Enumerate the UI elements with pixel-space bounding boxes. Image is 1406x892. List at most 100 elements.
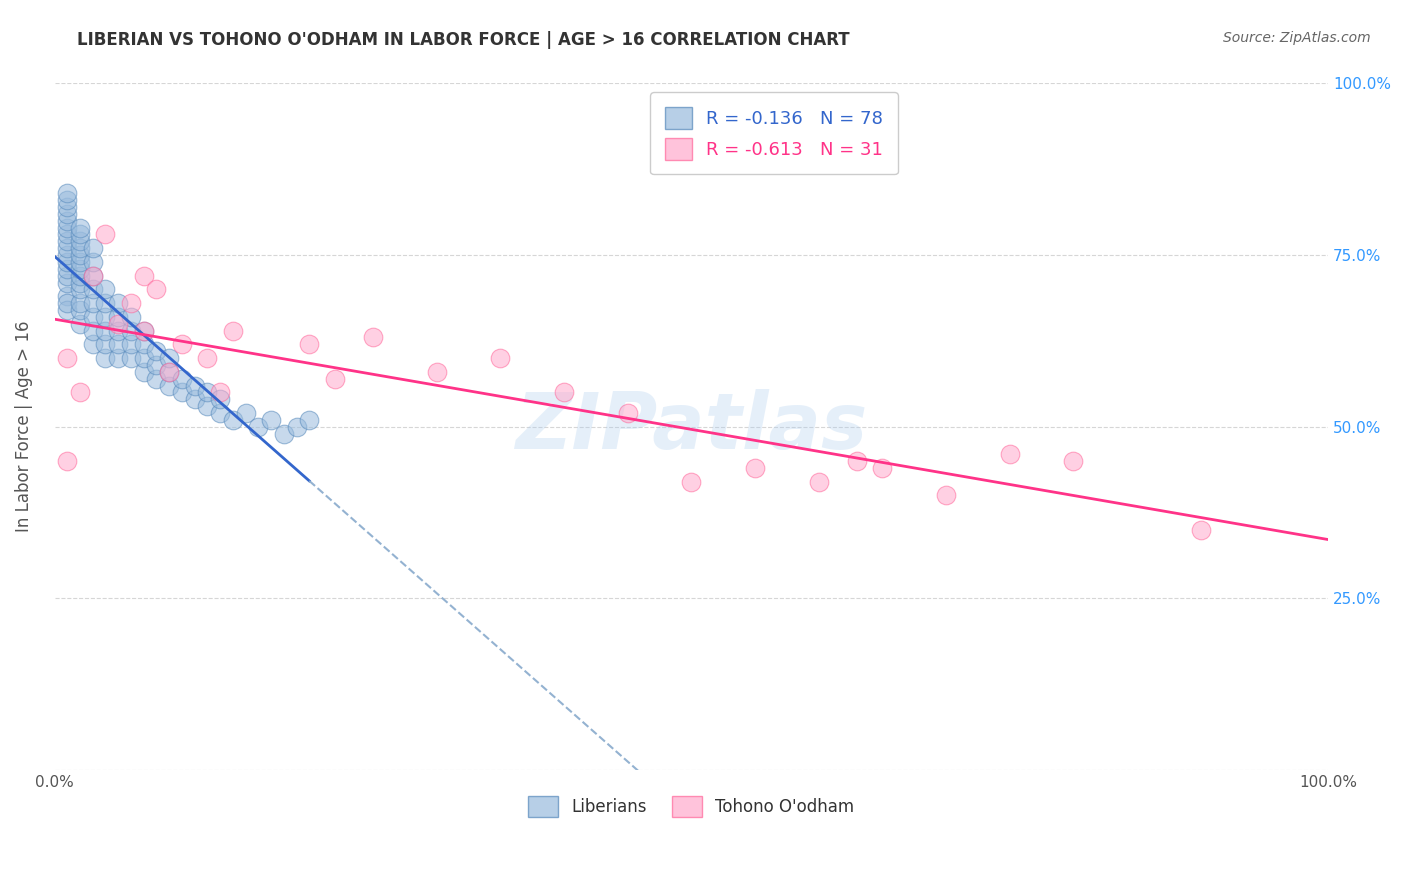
Point [323,372,346,386]
Point [298,337,321,351]
Point [183,392,205,407]
Point [56,276,79,290]
Point [553,385,575,400]
Text: ZIPatlas: ZIPatlas [515,389,868,465]
Point [120,310,142,324]
Point [69,276,91,290]
Point [681,475,703,489]
Point [209,406,232,420]
Point [82,324,104,338]
Point [285,419,308,434]
Point [69,241,91,255]
Point [209,392,232,407]
Point [361,330,384,344]
Point [94,351,117,365]
Point [69,255,91,269]
Point [107,324,129,338]
Point [69,268,91,283]
Point [82,310,104,324]
Point [120,296,142,310]
Point [107,296,129,310]
Y-axis label: In Labor Force | Age > 16: In Labor Force | Age > 16 [15,321,32,533]
Point [56,248,79,262]
Point [298,413,321,427]
Point [426,365,449,379]
Point [145,282,167,296]
Point [145,344,167,359]
Point [69,385,91,400]
Point [209,385,232,400]
Point [56,227,79,242]
Point [145,372,167,386]
Point [132,324,155,338]
Point [69,282,91,296]
Point [489,351,512,365]
Text: LIBERIAN VS TOHONO O'ODHAM IN LABOR FORCE | AGE > 16 CORRELATION CHART: LIBERIAN VS TOHONO O'ODHAM IN LABOR FORC… [77,31,851,49]
Point [260,413,283,427]
Point [69,220,91,235]
Point [56,303,79,318]
Point [56,220,79,235]
Point [56,296,79,310]
Point [69,248,91,262]
Point [107,351,129,365]
Point [132,337,155,351]
Point [56,268,79,283]
Point [247,419,270,434]
Point [69,317,91,331]
Point [94,337,117,351]
Point [82,255,104,269]
Point [1189,523,1212,537]
Point [132,268,155,283]
Point [82,282,104,296]
Text: Source: ZipAtlas.com: Source: ZipAtlas.com [1223,31,1371,45]
Legend: Liberians, Tohono O'odham: Liberians, Tohono O'odham [522,789,860,823]
Point [56,289,79,303]
Point [145,358,167,372]
Point [56,235,79,249]
Point [56,213,79,227]
Point [107,310,129,324]
Point [935,488,957,502]
Point [998,447,1021,461]
Point [69,235,91,249]
Point [107,317,129,331]
Point [56,186,79,201]
Point [94,296,117,310]
Point [94,310,117,324]
Point [170,385,193,400]
Point [120,337,142,351]
Point [69,261,91,276]
Point [120,324,142,338]
Point [69,303,91,318]
Point [56,261,79,276]
Point [69,296,91,310]
Point [1062,454,1084,468]
Point [183,378,205,392]
Point [56,255,79,269]
Point [82,296,104,310]
Point [222,413,245,427]
Point [807,475,830,489]
Point [170,372,193,386]
Point [845,454,868,468]
Point [195,385,218,400]
Point [157,351,180,365]
Point [170,337,193,351]
Point [56,193,79,207]
Point [56,454,79,468]
Point [82,337,104,351]
Point [82,268,104,283]
Point [872,461,894,475]
Point [82,241,104,255]
Point [195,399,218,413]
Point [132,324,155,338]
Point [56,241,79,255]
Point [107,337,129,351]
Point [69,227,91,242]
Point [56,351,79,365]
Point [94,282,117,296]
Point [157,365,180,379]
Point [222,324,245,338]
Point [157,365,180,379]
